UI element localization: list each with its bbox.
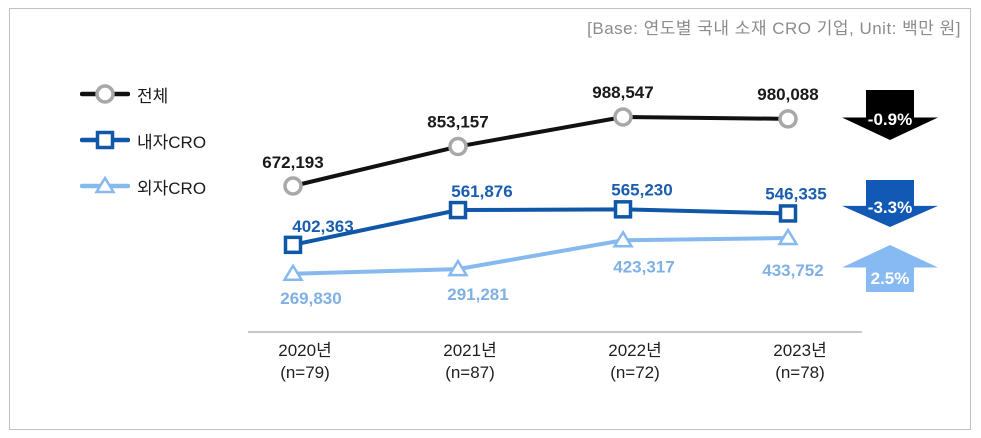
marker-전체-2022년	[613, 107, 633, 127]
value-label-외자CRO-2020년: 269,830	[280, 289, 341, 308]
x-tick-n-2023년: (n=78)	[775, 363, 825, 382]
legend-label: 전체	[137, 86, 169, 106]
legend-marker	[95, 84, 115, 104]
series-line-외자CRO	[291, 236, 790, 276]
legend-item-전체: 전체	[80, 82, 206, 106]
value-label-외자CRO-2022년: 423,317	[613, 257, 674, 276]
value-label-내자CRO-2023년: 546,335	[765, 184, 826, 203]
marker-내자CRO-2020년	[283, 235, 303, 255]
value-label-전체-2022년: 988,547	[592, 83, 653, 102]
series-line-전체	[291, 114, 790, 188]
value-label-전체-2023년: 980,088	[757, 85, 818, 104]
legend-item-내자CRO: 내자CRO	[80, 128, 206, 152]
marker-내자CRO-2021년	[448, 200, 468, 220]
chart-frame	[9, 8, 971, 430]
legend-marker	[94, 175, 116, 194]
series-line-내자CRO	[291, 207, 790, 247]
marker-외자CRO-2022년	[612, 229, 634, 248]
change-arrow-down-icon	[842, 90, 938, 140]
change-arrow-label: 2.5%	[871, 269, 910, 288]
value-label-내자CRO-2022년: 565,230	[611, 180, 672, 199]
legend-triangle-marker-icon	[80, 175, 130, 194]
value-label-전체-2020년: 672,193	[262, 153, 323, 172]
x-tick-year-2021년: 2021년	[443, 341, 496, 360]
marker-전체-2023년	[778, 109, 798, 129]
value-label-외자CRO-2023년: 433,752	[762, 261, 823, 280]
legend-square-marker-icon	[80, 130, 130, 150]
marker-내자CRO-2022년	[613, 200, 633, 219]
legend-marker	[95, 130, 115, 150]
change-arrow-up-icon	[842, 245, 938, 292]
marker-외자CRO-2021년	[447, 258, 469, 277]
marker-내자CRO-2023년	[778, 204, 798, 223]
marker-전체-2020년	[283, 176, 303, 196]
x-tick-year-2020년: 2020년	[278, 341, 331, 360]
change-arrow-down-icon	[842, 180, 938, 227]
change-arrow-label: -3.3%	[868, 198, 912, 217]
x-tick-n-2020년: (n=79)	[280, 363, 330, 382]
base-note: [Base: 연도별 국내 소재 CRO 기업, Unit: 백만 원]	[587, 19, 961, 38]
marker-외자CRO-2023년	[777, 227, 799, 246]
value-label-내자CRO-2020년: 402,363	[292, 217, 353, 236]
legend-circle-marker-icon	[80, 84, 130, 104]
marker-외자CRO-2020년	[282, 263, 304, 282]
legend-item-외자CRO: 외자CRO	[80, 174, 206, 198]
marker-전체-2021년	[448, 136, 468, 157]
legend-label: 내자CRO	[137, 132, 207, 152]
value-label-외자CRO-2021년: 291,281	[447, 285, 508, 304]
x-tick-n-2022년: (n=72)	[610, 363, 660, 382]
x-tick-n-2021년: (n=87)	[445, 363, 495, 382]
value-label-내자CRO-2021년: 561,876	[451, 182, 512, 201]
x-tick-year-2023년: 2023년	[773, 341, 826, 360]
legend-label: 외자CRO	[137, 178, 207, 198]
x-tick-year-2022년: 2022년	[608, 341, 661, 360]
change-arrow-label: -0.9%	[868, 110, 912, 129]
value-label-전체-2021년: 853,157	[427, 113, 488, 132]
